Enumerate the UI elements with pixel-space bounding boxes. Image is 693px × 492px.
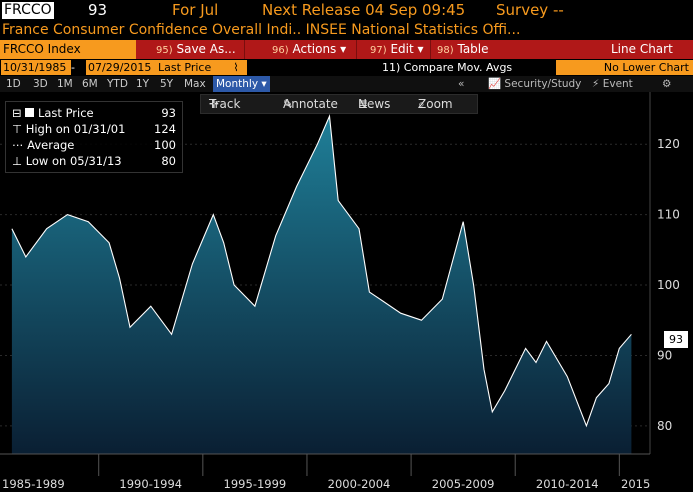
average-marker-icon: ⋯ bbox=[12, 138, 24, 152]
start-date-input[interactable]: 10/31/1985 bbox=[1, 60, 71, 75]
dropdown-icon: ▾ bbox=[340, 42, 347, 56]
area-fill bbox=[11, 116, 632, 454]
range-bar: 10/31/1985 - 07/29/2015 Last Price ⌇ 11)… bbox=[0, 59, 693, 76]
event-icon: ⚡ bbox=[592, 78, 600, 90]
ticker-field[interactable]: FRCCO bbox=[2, 2, 54, 19]
current-price: 93 bbox=[88, 1, 108, 19]
header-row: FRCCO 93 For Jul Next Release 04 Sep 09:… bbox=[0, 0, 693, 21]
crosshair-icon: ✛ bbox=[209, 97, 220, 111]
survey-label: Survey -- bbox=[496, 1, 564, 19]
field-select[interactable]: Last Price bbox=[156, 60, 225, 75]
news-icon: ≣ bbox=[358, 97, 369, 111]
period-1m[interactable]: 1M bbox=[57, 78, 73, 90]
view-mode[interactable]: Line Chart bbox=[611, 42, 673, 56]
description-row: France Consumer Confidence Overall Indi.… bbox=[0, 21, 693, 40]
security-study-button[interactable]: 📈 Security/Study bbox=[488, 78, 582, 90]
period-5y[interactable]: 5Y bbox=[160, 78, 174, 90]
dropdown-icon: ▾ bbox=[417, 42, 424, 56]
frequency-select[interactable]: Monthly ▾ bbox=[213, 76, 270, 92]
x-tick-label: 2010-2014 bbox=[536, 477, 599, 491]
compare-label[interactable]: 11) Compare Mov. Avgs bbox=[382, 61, 513, 74]
index-label[interactable]: FRCCO Index bbox=[0, 40, 136, 59]
series-swatch bbox=[25, 108, 35, 117]
period-6m[interactable]: 6M bbox=[82, 78, 98, 90]
y-tick-label: 100 bbox=[657, 278, 680, 292]
period-1y[interactable]: 1Y bbox=[136, 78, 150, 90]
pencil-icon: ✎ bbox=[283, 97, 294, 111]
edit-menu[interactable]: 97) Edit ▾ bbox=[370, 42, 424, 56]
event-button[interactable]: ⚡ Event bbox=[592, 78, 633, 90]
x-tick-label: 2000-2004 bbox=[328, 477, 391, 491]
end-date-input[interactable]: 07/29/2015 bbox=[86, 60, 156, 75]
period-ytd[interactable]: YTD bbox=[107, 78, 128, 90]
period-1d[interactable]: 1D bbox=[6, 78, 21, 90]
x-tick-label: 1990-1994 bbox=[119, 477, 182, 491]
gear-icon[interactable]: ⚙ bbox=[662, 78, 672, 90]
chart-icon: 📈 bbox=[488, 78, 502, 90]
actions-menu[interactable]: 96) Actions ▾ bbox=[272, 42, 347, 56]
y-tick-label: 90 bbox=[657, 348, 672, 362]
x-tick-label: 2015 bbox=[621, 477, 650, 491]
period-max[interactable]: Max bbox=[184, 78, 206, 90]
period-3d[interactable]: 3D bbox=[33, 78, 48, 90]
line-chart-icon[interactable]: ⌇ bbox=[225, 60, 247, 75]
price-chart[interactable]: 80 90 100 110 120 1985-1989 1990-1994 1995-199… bbox=[0, 92, 693, 492]
magnifier-icon: ⌕ bbox=[418, 97, 425, 111]
security-description: France Consumer Confidence Overall Indi.… bbox=[2, 22, 521, 38]
collapse-icon[interactable]: ⊟ bbox=[12, 106, 22, 120]
period-label: For Jul bbox=[172, 1, 219, 19]
y-tick-label: 120 bbox=[657, 137, 680, 151]
save-as-menu[interactable]: 95) Save As... bbox=[156, 42, 236, 56]
table-menu[interactable]: 98) Table bbox=[437, 42, 489, 56]
y-tick-label: 80 bbox=[657, 419, 672, 433]
collapse-icon[interactable]: « bbox=[458, 78, 465, 90]
price-line bbox=[11, 113, 632, 428]
x-tick-label: 2005-2009 bbox=[432, 477, 495, 491]
y-tick-label: 110 bbox=[657, 208, 680, 222]
chart-toolbar: ✛ Track ✎ Annotate ≣ News ⌕ Zoom bbox=[200, 94, 478, 114]
period-bar: 1D 3D 1M 6M YTD 1Y 5Y Max Monthly ▾ « 📈 … bbox=[0, 76, 693, 92]
next-release: Next Release 04 Sep 09:45 bbox=[262, 1, 466, 19]
x-tick-label: 1995-1999 bbox=[224, 477, 287, 491]
low-marker-icon: ⊥ bbox=[12, 154, 23, 168]
high-marker-icon: ⊤ bbox=[12, 122, 23, 136]
x-tick-label: 1985-1989 bbox=[2, 477, 65, 491]
lower-chart-select[interactable]: No Lower Chart bbox=[556, 60, 693, 75]
menubar: FRCCO Index 95) Save As... 96) Actions ▾… bbox=[0, 40, 693, 59]
chart-legend: ⊟ Last Price 93 ⊤ High on 01/31/01 124 ⋯ A… bbox=[5, 101, 183, 173]
last-price-tag: 93 bbox=[664, 331, 688, 348]
